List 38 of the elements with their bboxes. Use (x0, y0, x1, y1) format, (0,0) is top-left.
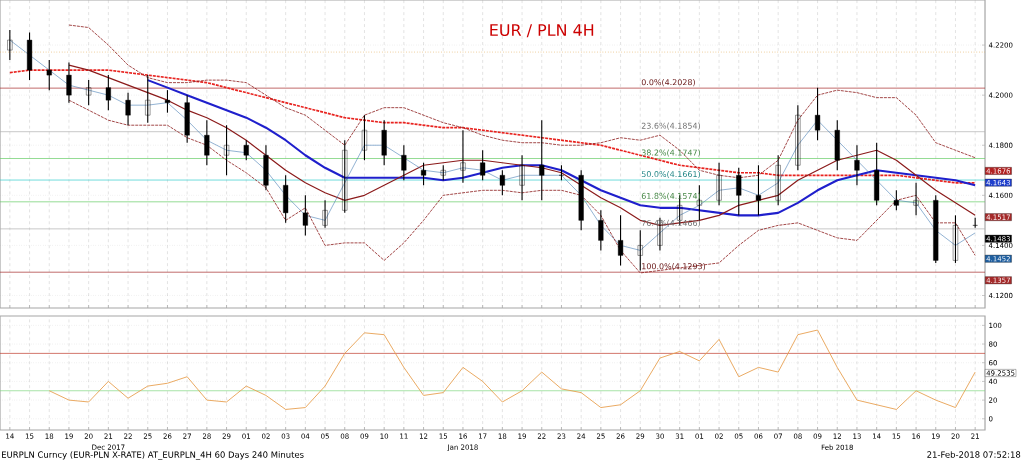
candlestick (598, 209, 604, 251)
candlestick (539, 119, 545, 201)
candlestick (46, 59, 52, 91)
candlestick (164, 89, 171, 114)
candlestick (223, 124, 230, 176)
candlestick (420, 162, 427, 186)
candlestick (243, 139, 249, 161)
candlestick (86, 79, 92, 106)
candlestick (736, 167, 742, 216)
candlestick (145, 74, 151, 124)
text: 21-Feb-2018 07:52:18 (927, 451, 1021, 458)
candlestick (775, 154, 781, 206)
candlestick (401, 144, 407, 181)
candlestick (893, 189, 899, 211)
candlestick (7, 29, 13, 61)
candlestick (302, 194, 308, 236)
candlestick (755, 164, 762, 216)
candlestick (815, 87, 821, 141)
candlestick (204, 119, 210, 166)
candlestick (322, 199, 328, 229)
candlestick (716, 162, 722, 206)
candlestick (637, 229, 643, 271)
candlestick (105, 74, 111, 111)
candlestick (66, 62, 72, 104)
candlestick (519, 154, 525, 201)
candlestick (460, 129, 466, 184)
candlestick (913, 182, 919, 216)
candlestick (499, 169, 505, 196)
candlestick (361, 114, 368, 161)
candlestick (795, 104, 801, 171)
candlestick (952, 214, 959, 264)
candlestick (125, 92, 131, 126)
candlestick (342, 139, 348, 214)
text: EUR / PLN 4H (490, 24, 594, 38)
candlestick (854, 144, 860, 186)
candlestick (480, 149, 486, 181)
candlestick (618, 214, 624, 266)
text: EURPLN Curncy (EUR-PLN X-RATE) AT_EURPLN_4H 60 Days 240 Minutes (2, 451, 304, 460)
